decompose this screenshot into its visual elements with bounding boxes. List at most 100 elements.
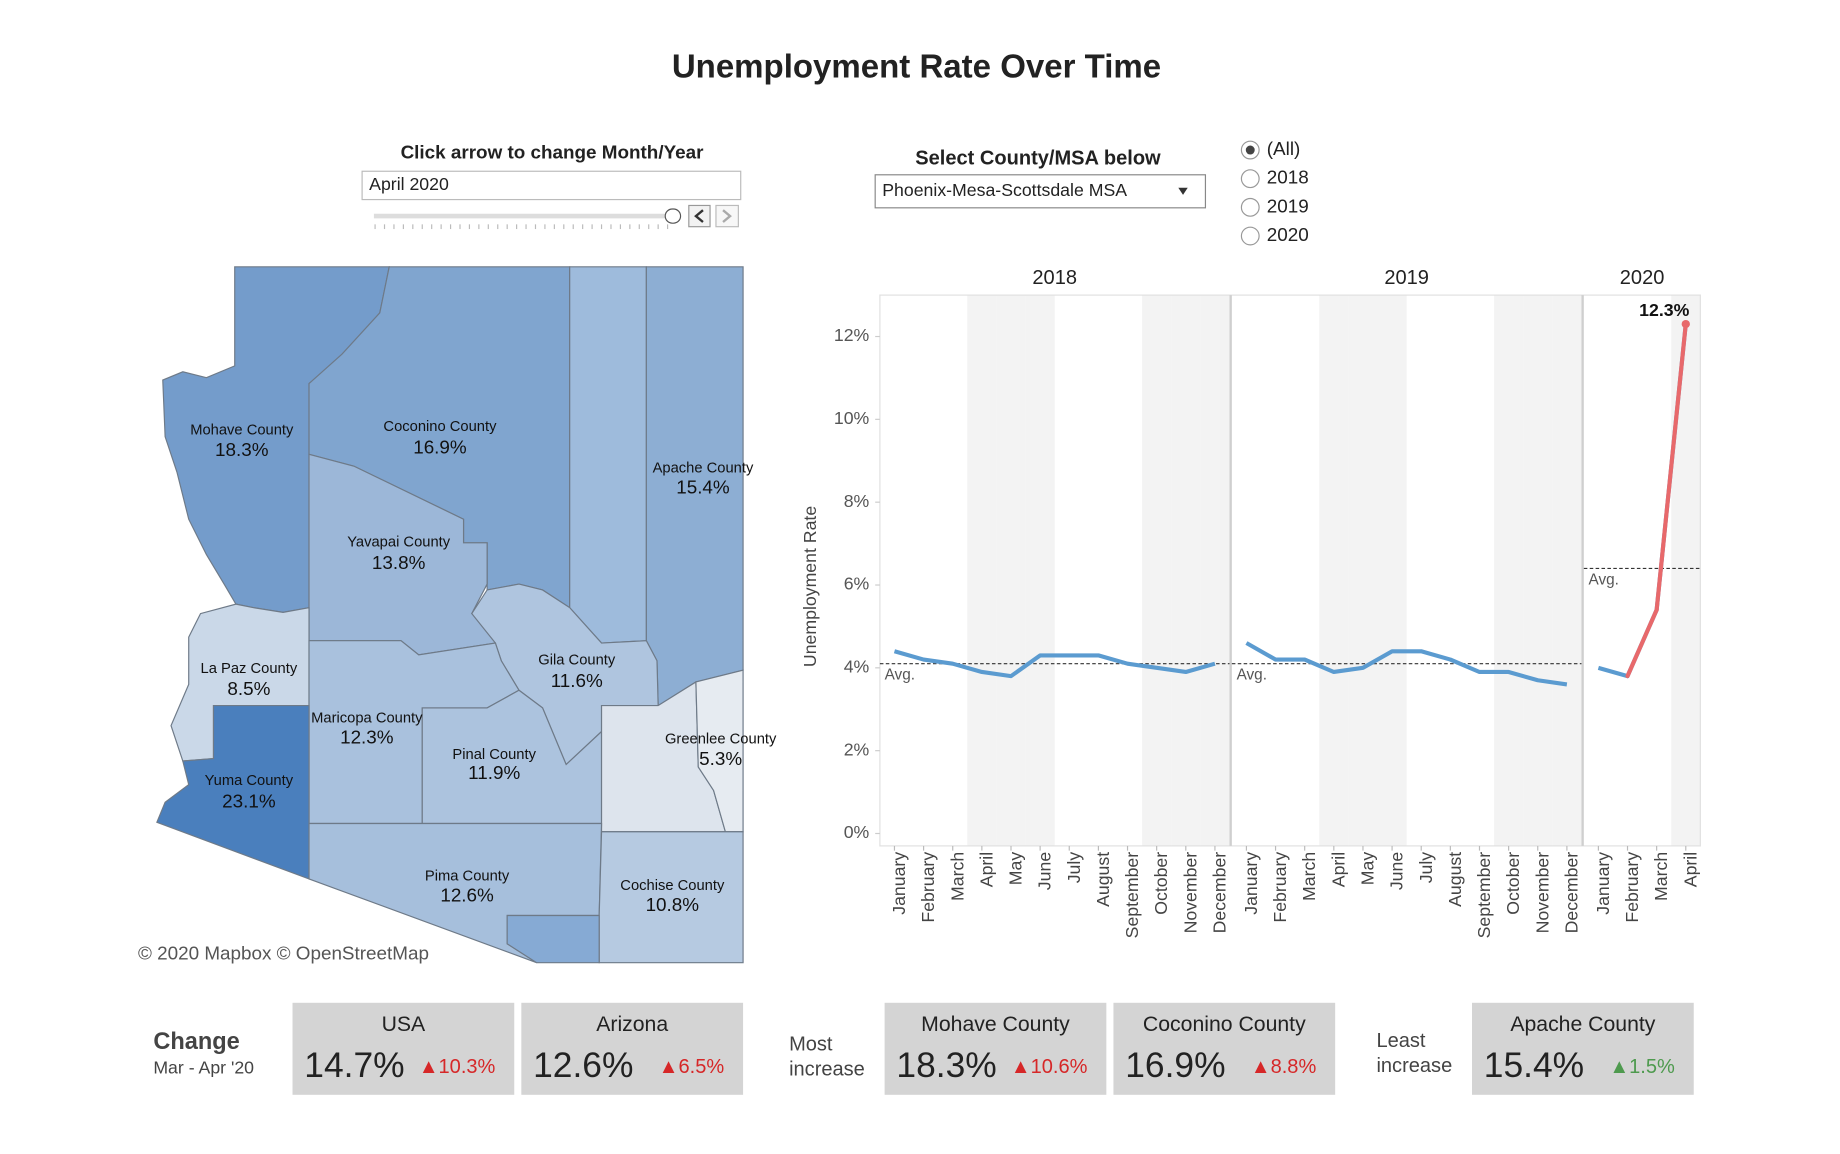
month-control-label: Click arrow to change Month/Year <box>401 142 705 163</box>
x-tick-label: February <box>1270 852 1290 923</box>
x-tick-label: December <box>1561 852 1581 934</box>
county-name: Greenlee County <box>665 732 777 748</box>
plot-frame <box>879 294 1701 847</box>
quarter-band <box>1319 295 1349 846</box>
kpi-subtitle: Mar - Apr '20 <box>153 1058 254 1078</box>
x-tick-label: July <box>1064 852 1084 884</box>
line-chart: 0% 2% 4% 6% 8% 10% 12% 2018 Avg. January February M… <box>834 267 1701 939</box>
x-tick-label: January <box>1593 852 1613 915</box>
county-name: Maricopa County <box>311 710 423 726</box>
prev-arrow[interactable] <box>688 204 711 228</box>
next-arrow[interactable] <box>715 204 739 228</box>
y-tick-label: 0% <box>844 822 870 842</box>
county-value: 11.6% <box>551 670 603 691</box>
group-label: increase <box>789 1058 865 1080</box>
average-label: Avg. <box>885 667 915 684</box>
county[interactable] <box>598 831 744 964</box>
x-tick-label: June <box>1035 852 1055 891</box>
x-tick-label: December <box>1210 852 1230 934</box>
county-value: 10.8% <box>646 894 700 915</box>
county-value: 15.4% <box>676 477 730 498</box>
average-label: Avg. <box>1589 571 1619 588</box>
quarter-band <box>967 295 997 846</box>
quarter-band <box>1523 295 1553 846</box>
county-value: 8.5% <box>227 678 270 699</box>
kpi-change: ▲10.6% <box>1011 1056 1088 1078</box>
county-name: Cochise County <box>620 878 725 894</box>
x-tick-label: September <box>1474 852 1494 939</box>
radio-dot <box>1245 145 1255 155</box>
kpi-card <box>884 1002 1107 1095</box>
quarter-band <box>1671 295 1701 846</box>
kpi-card <box>521 1002 744 1095</box>
map-attribution: © 2020 Mapbox © OpenStreetMap <box>138 942 429 963</box>
x-tick-label: August <box>1093 852 1113 907</box>
county-unlabeled[interactable] <box>506 914 600 964</box>
radio-button[interactable] <box>1240 169 1260 189</box>
kpi-name: Apache County <box>1510 1013 1655 1036</box>
county-name: Yuma County <box>205 773 294 789</box>
kpi-change: ▲6.5% <box>659 1056 725 1078</box>
county-value: 16.9% <box>413 436 467 457</box>
last-point <box>1681 319 1690 329</box>
county-name: Yavapai County <box>347 535 451 551</box>
county-value: 12.3% <box>340 727 394 748</box>
radio-button[interactable] <box>1240 197 1260 217</box>
x-tick-label: May <box>1358 852 1378 886</box>
x-tick-label: February <box>1622 852 1642 923</box>
quarter-band <box>996 295 1026 846</box>
kpi-value: 14.7% <box>304 1046 404 1085</box>
county-name: Mohave County <box>190 423 294 439</box>
x-tick-label: November <box>1180 852 1200 934</box>
quarter-band <box>1171 295 1201 846</box>
county-name: Apache County <box>653 460 754 476</box>
county-unlabeled[interactable] <box>569 266 647 644</box>
next-arrow-icon <box>722 209 732 223</box>
kpi-cards: USA 14.7% ▲10.3% Arizona 12.6% ▲6.5% Mohave Co… <box>292 1002 1694 1095</box>
x-tick-label: October <box>1503 852 1523 915</box>
county-value: 13.8% <box>372 552 426 573</box>
county-select-label: Select County/MSA below <box>915 148 1161 170</box>
x-tick-label: June <box>1387 852 1407 891</box>
radio-label: 2020 <box>1267 224 1309 245</box>
slider-thumb[interactable] <box>664 208 682 224</box>
radio-label: 2019 <box>1267 195 1309 216</box>
quarter-band <box>1200 295 1230 846</box>
x-tick-label: November <box>1532 852 1552 934</box>
y-tick-label: 6% <box>844 574 870 594</box>
group-label: Most <box>789 1034 833 1056</box>
y-axis-label: Unemployment Rate <box>800 506 820 667</box>
kpi-name: Arizona <box>596 1013 668 1036</box>
group-label: increase <box>1376 1055 1452 1077</box>
x-tick-label: February <box>918 852 938 923</box>
y-tick-label: 10% <box>834 408 870 428</box>
x-tick-label: September <box>1122 852 1142 939</box>
panel-header: 2020 <box>1620 267 1665 289</box>
radio-button[interactable] <box>1240 226 1260 246</box>
x-tick-label: January <box>1241 852 1261 915</box>
quarter-band <box>1377 295 1407 846</box>
kpi-change: ▲10.3% <box>419 1056 496 1078</box>
line-series <box>893 649 1216 679</box>
panel-header: 2019 <box>1384 267 1429 289</box>
quarter-band <box>1025 295 1055 846</box>
county[interactable] <box>156 704 310 880</box>
county-name: La Paz County <box>201 661 298 677</box>
county-name: Gila County <box>538 653 616 669</box>
y-tick-label: 8% <box>844 491 870 511</box>
kpi-change: ▲8.8% <box>1251 1056 1317 1078</box>
quarter-band <box>1142 295 1172 846</box>
x-tick-label: March <box>1651 852 1671 901</box>
average-label: Avg. <box>1237 667 1267 684</box>
group-label: Least <box>1376 1030 1425 1052</box>
county-dropdown[interactable] <box>874 174 1207 209</box>
map: Mohave County 18.3% Coconino County 16.9… <box>156 266 777 964</box>
dashboard-title: Unemployment Rate Over Time <box>672 47 1161 84</box>
radio-label: 2018 <box>1267 167 1309 188</box>
rise-segment <box>1654 322 1688 612</box>
month-input[interactable] <box>361 170 742 201</box>
quarter-band <box>1552 295 1582 846</box>
kpi-name: USA <box>382 1013 426 1036</box>
x-tick-label: July <box>1416 852 1436 884</box>
